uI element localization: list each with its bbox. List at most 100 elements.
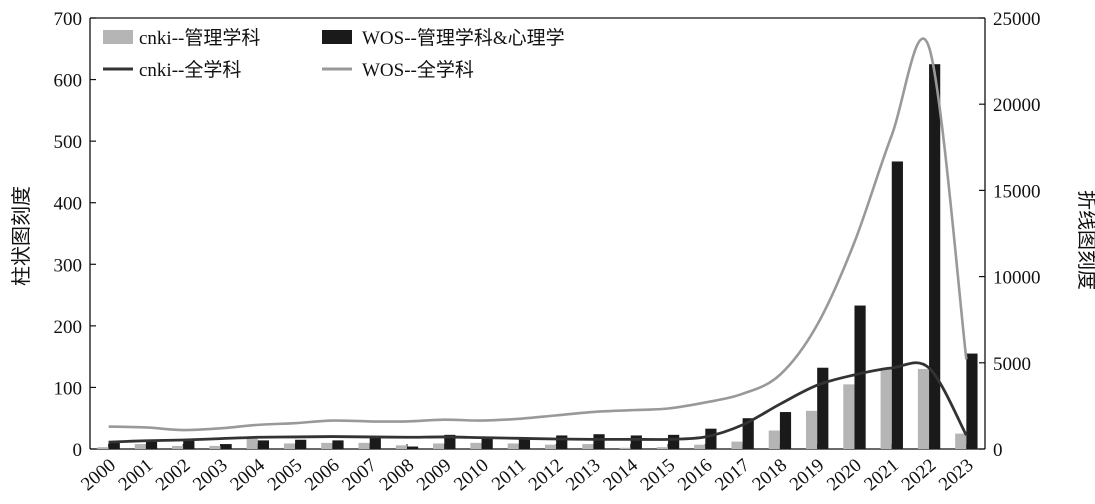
- bar-wos-management-psych: [891, 161, 903, 449]
- legend-label-wos-all: WOS--全学科: [362, 59, 474, 81]
- bar-wos-management-psych: [481, 437, 493, 449]
- bar-wos-management-psych: [593, 434, 605, 449]
- x-tick-label: 2020: [823, 455, 866, 496]
- x-tick-label: 2023: [935, 455, 978, 496]
- y2-tick-label: 20000: [993, 95, 1041, 116]
- y2-tick-label: 25000: [993, 9, 1041, 30]
- legend-label-cnki-all: cnki--全学科: [139, 59, 241, 81]
- bar-wos-management-psych: [183, 440, 195, 449]
- bar-wos-management-psych: [145, 440, 158, 449]
- bar-wos-management-psych: [817, 367, 829, 449]
- y-tick-label: 200: [54, 317, 83, 338]
- bar-wos-management-psych: [369, 437, 381, 449]
- y-tick-label: 600: [54, 71, 83, 92]
- y-tick-label: 700: [54, 9, 83, 30]
- y-tick-label: 0: [73, 440, 83, 461]
- bar-cnki-management: [731, 441, 743, 449]
- bar-cnki-management: [246, 438, 258, 449]
- y-axis-title: 柱状图刻度: [9, 186, 33, 286]
- x-tick-label: 2000: [77, 455, 120, 496]
- bar-cnki-management: [97, 447, 109, 449]
- x-tick-label: 2013: [562, 455, 605, 496]
- x-tick-label: 2022: [898, 455, 941, 496]
- x-tick-label: 2010: [450, 455, 493, 496]
- bar-cnki-management: [433, 443, 445, 449]
- y-tick-label: 400: [54, 194, 83, 215]
- bar-wos-management-psych: [556, 435, 568, 449]
- bar-cnki-management: [843, 384, 855, 449]
- legend-label-wos-management-psych: WOS--管理学科&心理学: [362, 27, 565, 49]
- x-tick-label: 2014: [599, 454, 642, 495]
- x-tick-label: 2003: [189, 455, 232, 496]
- x-tick-label: 2004: [226, 454, 269, 495]
- x-tick-label: 2009: [413, 455, 456, 496]
- lines-group: [108, 37, 968, 444]
- legend: cnki--管理学科 WOS--管理学科&心理学 cnki--全学科 WOS--…: [103, 27, 565, 81]
- bar-wos-management-psych: [929, 64, 941, 449]
- bar-cnki-management: [134, 444, 146, 449]
- bars-group: [97, 64, 978, 449]
- bar-cnki-management: [172, 445, 184, 449]
- x-tick-label: 2006: [301, 455, 344, 496]
- bar-cnki-management: [917, 368, 930, 449]
- bar-wos-management-psych: [257, 440, 269, 449]
- x-tick-label: 2018: [749, 455, 792, 496]
- bar-cnki-management: [955, 433, 967, 449]
- y2-tick-label: 15000: [993, 181, 1041, 202]
- bar-wos-management-psych: [630, 435, 642, 449]
- bar-cnki-management: [582, 444, 594, 449]
- x-tick-label: 2002: [152, 455, 195, 496]
- legend-label-cnki-management: cnki--管理学科: [139, 27, 260, 49]
- y-tick-label: 300: [54, 255, 83, 276]
- x-tick-label: 2007: [338, 455, 381, 496]
- bar-cnki-management: [358, 442, 370, 449]
- bar-wos-management-psych: [444, 434, 456, 449]
- bar-cnki-management: [880, 368, 892, 449]
- y2-axis-title: 折线图刻度: [1075, 190, 1095, 290]
- bar-cnki-management: [694, 444, 706, 449]
- legend-swatch-wos-management-psych: [322, 30, 352, 44]
- bar-wos-management-psych: [854, 305, 866, 449]
- x-tick-label: 2011: [488, 455, 530, 495]
- bar-cnki-management: [395, 445, 407, 449]
- x-tick-label: 2016: [674, 455, 717, 496]
- bar-cnki-management: [321, 442, 333, 449]
- x-tick-label: 2012: [525, 455, 568, 496]
- x-tick-label: 2015: [637, 455, 680, 496]
- x-tick-label: 2001: [115, 455, 158, 496]
- y-tick-label: 100: [54, 378, 83, 399]
- x-tick-label: 2005: [264, 455, 307, 496]
- bar-wos-management-psych: [332, 440, 344, 449]
- bar-wos-management-psych: [518, 437, 531, 449]
- bar-cnki-management: [806, 410, 818, 449]
- y2-tick-label: 5000: [993, 354, 1031, 375]
- bar-wos-management-psych: [742, 418, 754, 449]
- bar-wos-management-psych: [966, 353, 978, 449]
- bar-wos-management-psych: [220, 444, 232, 449]
- bar-wos-management-psych: [108, 441, 120, 449]
- line-cnki-all: [108, 361, 968, 444]
- y-tick-label: 500: [54, 132, 83, 153]
- bar-cnki-management: [544, 444, 557, 449]
- bar-wos-management-psych: [779, 412, 792, 449]
- bar-wos-management-psych: [668, 434, 680, 449]
- y2-tick-label: 10000: [993, 268, 1041, 289]
- x-tick-label: 2019: [786, 455, 829, 496]
- y2-tick-label: 0: [993, 440, 1003, 461]
- bar-wos-management-psych: [406, 446, 419, 449]
- legend-swatch-cnki-management: [103, 30, 133, 44]
- bar-cnki-management: [619, 447, 631, 449]
- bar-cnki-management: [209, 445, 221, 449]
- bar-cnki-management: [768, 430, 780, 449]
- x-tick-label: 2021: [860, 455, 903, 496]
- bar-cnki-management: [470, 442, 482, 449]
- bar-wos-management-psych: [705, 428, 717, 449]
- bar-cnki-management: [656, 447, 669, 449]
- bar-cnki-management: [507, 443, 519, 449]
- bar-wos-management-psych: [295, 439, 307, 449]
- x-tick-label: 2017: [711, 455, 754, 496]
- x-tick-label: 2008: [376, 455, 419, 496]
- bar-cnki-management: [283, 443, 296, 449]
